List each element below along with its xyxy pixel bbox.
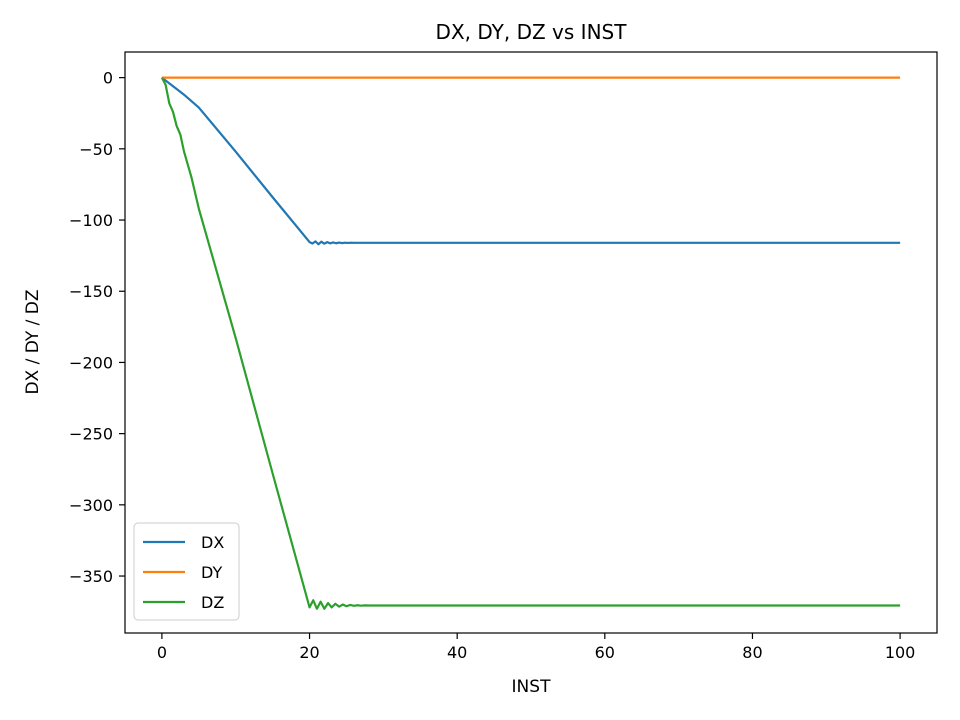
x-tick-label: 80 [742,643,762,662]
legend: DX DY DZ [133,522,240,621]
x-tick-label: 60 [595,643,615,662]
axes-frame [124,51,938,634]
series-line-dz [160,77,901,610]
series-line-dx [161,76,901,246]
y-axis-ticks: 0 −50 −100 −150 −200 −250 −300 −350 [69,69,125,586]
y-tick-label: −100 [69,211,113,230]
chart-title: DX, DY, DZ vs INST [436,20,628,44]
x-axis-ticks: 0 20 40 60 80 100 [157,633,916,662]
y-tick-label: −250 [69,425,113,444]
legend-label-dy: DY [201,563,222,582]
plot-area [125,52,937,633]
y-tick-label: −150 [69,282,113,301]
legend-label-dz: DZ [201,593,224,612]
x-tick-label: 100 [885,643,916,662]
y-tick-label: 0 [103,69,113,88]
x-tick-label: 40 [447,643,467,662]
series-layer [160,76,901,610]
legend-items: DX DY DZ [143,533,224,612]
y-tick-label: −50 [79,140,113,159]
x-tick-label: 0 [157,643,167,662]
y-axis-label: DX / DY / DZ [23,289,43,394]
legend-box [133,522,240,621]
x-axis-label: INST [512,677,552,697]
y-tick-label: −350 [69,567,113,586]
y-tick-label: −300 [69,496,113,515]
y-tick-label: −200 [69,353,113,372]
legend-label-dx: DX [201,533,224,552]
x-tick-label: 20 [299,643,319,662]
